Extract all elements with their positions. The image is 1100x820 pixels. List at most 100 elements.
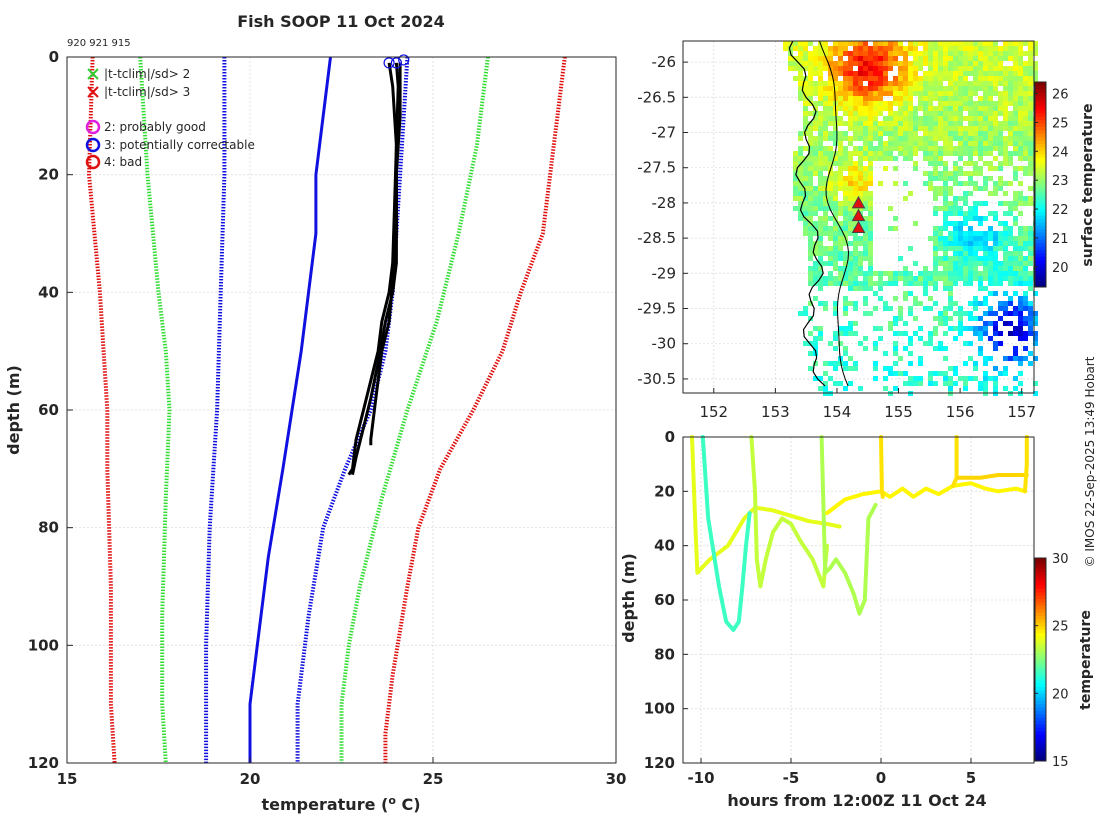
coastline bbox=[788, 40, 850, 387]
station-markers bbox=[851, 195, 866, 234]
copyright: © IMOS 22-Sep-2025 13:49 Hobart bbox=[1083, 356, 1097, 567]
legend-label: |t-tclim|/sd> 2 bbox=[104, 67, 190, 81]
map-axes: 152 153 154 155 156 157 -26 -26.5 -27 -27.5 -28 -28… bbox=[637, 53, 1036, 421]
ts-axes: -10 -5 0 5 0 20 40 60 80 100 120 bbox=[644, 428, 977, 787]
flag-circle bbox=[383, 57, 395, 69]
legend: |t-tclim|/sd> 2 |t-tclim|/sd> 3 2: probabl… bbox=[85, 67, 255, 170]
ts-tick-label-x: -10 bbox=[687, 769, 714, 787]
ts-tick-label-y: 120 bbox=[644, 754, 675, 772]
profile-ylabel: depth (m) bbox=[4, 365, 23, 455]
map-tick-label-y: -30.5 bbox=[637, 370, 676, 388]
colorbar-tick-label: 24 bbox=[1052, 145, 1069, 160]
ts-track bbox=[879, 435, 885, 499]
ts-tick-label-y: 20 bbox=[654, 482, 675, 500]
tick-label-y: 60 bbox=[38, 401, 59, 419]
profile-lines bbox=[347, 54, 410, 476]
colorbar-tick-label: 25 bbox=[1052, 116, 1069, 131]
map-tick-label-y: -28.5 bbox=[637, 229, 676, 247]
ts-ylabel: depth (m) bbox=[619, 553, 638, 643]
map-tick-label-x: 152 bbox=[699, 403, 728, 421]
map-tick-label-y: -30 bbox=[652, 335, 677, 353]
map-tick-label-y: -29.5 bbox=[637, 300, 676, 318]
profile-ids: 920 921 915 bbox=[67, 38, 131, 49]
map-tick-label-y: -26.5 bbox=[637, 88, 676, 106]
ts-tick-label-y: 40 bbox=[654, 537, 675, 555]
legend-marker-circle bbox=[85, 137, 101, 153]
colorbar-tick-label: 22 bbox=[1052, 203, 1069, 218]
coastline-line bbox=[788, 40, 826, 387]
colorbar-tick-label: 26 bbox=[1052, 88, 1069, 103]
ts-track bbox=[825, 481, 1027, 516]
ts-colorbar-label: temperature bbox=[1078, 610, 1094, 710]
ts-track bbox=[749, 435, 829, 589]
profile-chart: 15 20 25 30 0 20 40 60 80 100 120 temperature (o C… bbox=[4, 48, 626, 814]
ts-colorbar-frame bbox=[1034, 557, 1047, 762]
climatology-mean-1sd bbox=[295, 56, 410, 763]
legend-marker-circle bbox=[85, 154, 101, 170]
ts-track bbox=[700, 435, 752, 632]
ts-xlabel: hours from 12:00Z 11 Oct 24 bbox=[727, 791, 986, 810]
tick-label-y: 40 bbox=[38, 283, 59, 301]
legend-marker-circle bbox=[85, 119, 101, 135]
ts-colorbar-tick-label: 15 bbox=[1052, 755, 1069, 770]
map-colorbar-label: surface temperature bbox=[1080, 103, 1096, 266]
tick-label-y: 80 bbox=[38, 519, 59, 537]
profile-xlabel: temperature (o C) bbox=[261, 794, 420, 814]
tick-label-y: 20 bbox=[38, 166, 59, 184]
flag-circle bbox=[390, 57, 402, 69]
ts-tick-label-y: 0 bbox=[665, 428, 675, 446]
ts-colorbar-tick-label: 20 bbox=[1052, 687, 1069, 702]
ts-colorbar-tick-label: 25 bbox=[1052, 620, 1069, 635]
map-tick-label-x: 153 bbox=[761, 403, 790, 421]
ts-tick-label-x: -5 bbox=[783, 769, 800, 787]
map-tick-label-x: 156 bbox=[946, 403, 975, 421]
colorbar-tick-label: 20 bbox=[1052, 261, 1069, 276]
tick-label-x: 30 bbox=[606, 770, 627, 788]
tick-label-y: 120 bbox=[28, 754, 59, 772]
legend-marker-x bbox=[87, 86, 99, 98]
ts-tick-label-x: 5 bbox=[966, 769, 976, 787]
station-marker bbox=[851, 195, 866, 209]
map-tick-label-y: -27 bbox=[652, 124, 677, 142]
tick-label-x: 15 bbox=[57, 770, 78, 788]
ts-tick-label-x: 0 bbox=[876, 769, 886, 787]
legend-marker-x bbox=[87, 68, 99, 80]
ts-track bbox=[819, 435, 878, 616]
map-tick-label-x: 154 bbox=[823, 403, 852, 421]
shelf-contour bbox=[819, 40, 850, 387]
climatology-mean bbox=[248, 56, 332, 763]
ts-colorbar-tick-label: 30 bbox=[1052, 552, 1069, 567]
tick-label-x: 25 bbox=[423, 770, 444, 788]
map-colorbar: 20 21 22 23 24 25 26 bbox=[1034, 81, 1069, 288]
legend-label: 3: potentially correctable bbox=[104, 138, 255, 152]
colorbar-tick-label: 23 bbox=[1052, 174, 1069, 189]
ts-track bbox=[1023, 435, 1029, 494]
profile-axes: 15 20 25 30 0 20 40 60 80 100 120 bbox=[28, 48, 627, 788]
depth-time-chart: -10 -5 0 5 0 20 40 60 80 100 120 hours from 12:00Z… bbox=[619, 428, 1094, 810]
map-tick-label-x: 155 bbox=[884, 403, 913, 421]
profile-915 bbox=[369, 62, 402, 446]
ts-track bbox=[956, 473, 1029, 480]
climatology-mean-3sd bbox=[86, 56, 117, 764]
colorbar-tick-label: 21 bbox=[1052, 232, 1069, 247]
climatology-mean-3sd bbox=[383, 56, 567, 763]
colorbar-frame bbox=[1034, 81, 1047, 288]
legend-label: 4: bad bbox=[104, 155, 142, 169]
tick-label-x: 20 bbox=[240, 770, 261, 788]
climatology-mean-2sd bbox=[339, 56, 490, 763]
sst-map: 152 153 154 155 156 157 -26 -26.5 -27 -27.5 -28 -28… bbox=[637, 40, 1096, 421]
climatology-mean-2sd bbox=[138, 56, 172, 764]
map-tick-label-y: -29 bbox=[652, 264, 677, 282]
tick-label-y: 0 bbox=[49, 48, 59, 66]
legend-label: |t-tclim|/sd> 3 bbox=[104, 85, 190, 99]
ts-tick-label-y: 80 bbox=[654, 645, 675, 663]
ts-tick-label-y: 60 bbox=[654, 591, 675, 609]
legend-label: 2: probably good bbox=[104, 120, 206, 134]
map-tick-label-y: -28 bbox=[652, 194, 677, 212]
station-marker bbox=[851, 220, 866, 234]
ts-tick-label-y: 100 bbox=[644, 700, 675, 718]
map-tick-label-x: 157 bbox=[1007, 403, 1036, 421]
figure-title: Fish SOOP 11 Oct 2024 bbox=[237, 12, 445, 31]
map-tick-label-y: -27.5 bbox=[637, 159, 676, 177]
